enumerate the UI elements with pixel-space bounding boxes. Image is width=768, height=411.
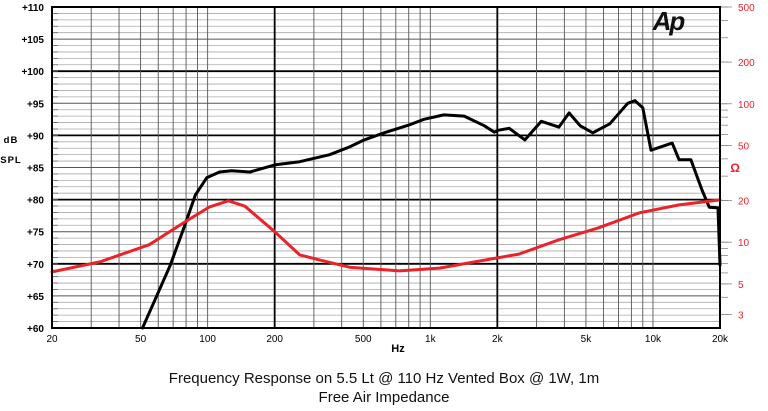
tick-labels: 20 50 100 200 500 1k 2k 5k 10k 20k +110 +105 +100 +95… [21, 3, 755, 345]
logo-ap: Ap [652, 6, 686, 36]
y-tick-label: +65 [27, 292, 44, 303]
x-tick-label: 20k [712, 334, 729, 345]
y-tick-label: +60 [27, 324, 44, 335]
y-tick-label: +110 [22, 3, 44, 14]
y2-tick-label: 10 [738, 238, 750, 249]
series-lines [50, 99, 722, 330]
y2-tick-label: 500 [738, 3, 755, 14]
chart-subtitle: Free Air Impedance [318, 389, 450, 406]
y-tick-label: +70 [27, 260, 44, 271]
y2-tick-label: 200 [738, 58, 755, 69]
y-tick-label: +80 [27, 196, 44, 207]
y2-tick-label: 5 [738, 280, 744, 291]
impedance-curve [50, 198, 722, 274]
x-tick-label: 5k [581, 334, 593, 345]
grid [52, 7, 720, 328]
y-tick-label: +100 [21, 67, 44, 78]
y-tick-label: +85 [27, 164, 44, 175]
y-tick-label: +95 [27, 99, 44, 110]
y2-axis-label: Ω [730, 161, 740, 175]
x-tick-label: 10k [645, 334, 662, 345]
x-axis-label: Hz [391, 343, 405, 355]
plot-frame [51, 6, 721, 329]
y2-tick-label: 50 [738, 141, 750, 152]
x-tick-label: 1k [425, 334, 437, 345]
x-tick-label: 500 [355, 334, 372, 345]
chart-title: Frequency Response on 5.5 Lt @ 110 Hz Ve… [168, 370, 600, 387]
y-tick-label: +105 [21, 35, 44, 46]
y2-tick-label: 100 [738, 100, 755, 111]
y2-tick-label: 3 [738, 311, 744, 322]
x-tick-label: 20 [46, 334, 58, 345]
x-tick-label: 50 [135, 334, 147, 345]
spl-curve [141, 99, 722, 330]
x-tick-label: 200 [266, 334, 283, 345]
y2-tick-label: 20 [738, 197, 750, 208]
x-tick-label: 100 [199, 334, 216, 345]
y-tick-label: +75 [27, 228, 44, 239]
y-axis-label: dB SPL [0, 135, 22, 166]
y-tick-label: +90 [27, 131, 44, 142]
x-tick-label: 2k [492, 334, 504, 345]
